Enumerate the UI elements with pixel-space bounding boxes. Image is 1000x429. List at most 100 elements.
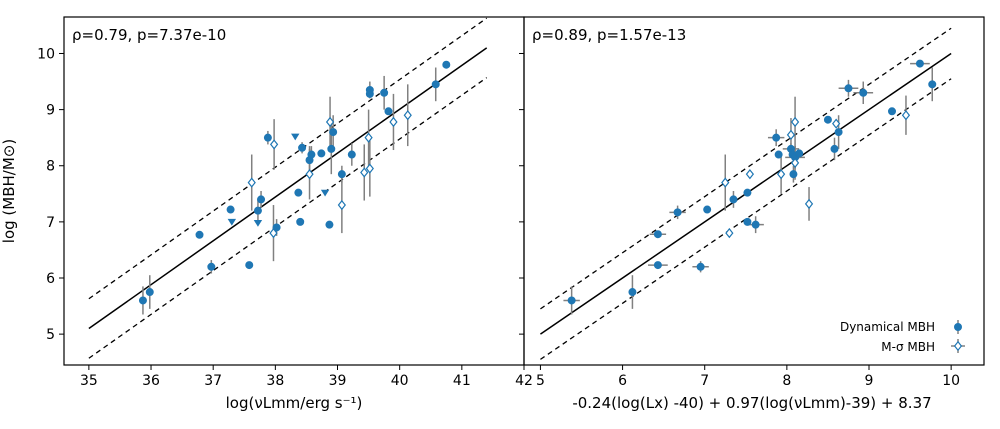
left-data-point (207, 262, 216, 271)
left-data-point (253, 206, 262, 215)
right-data-point (774, 150, 783, 159)
legend: Dynamical MBH M-σ MBH (840, 320, 965, 354)
left-data-point (327, 144, 336, 153)
right-data-point (673, 208, 682, 217)
left-panel: 35 36 37 38 39 40 41 42 5 6 7 8 9 10 ρ=0.79, p=7.37e… (0, 16, 533, 412)
left-fit-lines (88, 17, 488, 359)
right-data-point (696, 262, 705, 271)
right-data-point (745, 169, 755, 180)
right-y-ticks (519, 52, 524, 335)
left-data-point (389, 116, 398, 128)
left-data-point (325, 220, 334, 229)
left-y-tick-label: 10 (37, 46, 55, 62)
right-data-point (888, 107, 897, 116)
right-data-point (915, 59, 924, 68)
right-data-point (823, 115, 832, 124)
left-y-ticks: 5 6 7 8 9 10 (37, 46, 64, 343)
right-data-point (776, 169, 786, 180)
left-data-point (307, 150, 316, 159)
right-data-point (628, 288, 637, 297)
right-data-point (795, 149, 804, 158)
left-data-point (384, 107, 393, 116)
right-data-point (832, 118, 841, 129)
legend-entry-msigma-label: M-σ MBH (881, 340, 935, 354)
right-data-point (703, 205, 712, 214)
left-data-point (360, 167, 369, 178)
left-y-axis-label: log (MBH/M⊙) (0, 139, 18, 243)
left-data-point (245, 261, 254, 270)
right-x-tick-label: 8 (782, 373, 791, 389)
left-data-point (263, 133, 272, 142)
right-data-point (721, 177, 730, 188)
left-data-point (380, 88, 389, 97)
right-data-point (790, 116, 800, 128)
right-data-point (725, 227, 734, 239)
right-data-point (789, 170, 798, 179)
left-data-point (269, 227, 278, 239)
left-x-tick-label: 39 (329, 373, 347, 389)
right-panel: 5 6 7 8 9 10 ρ=0.89, p=1.57e-13 -0.24(log(Lx)… (519, 16, 985, 412)
left-scatter-band-upper (88, 17, 488, 300)
left-data-point (403, 110, 412, 121)
left-y-tick-label: 5 (46, 327, 55, 343)
left-data-point (247, 177, 256, 188)
right-data-point (729, 195, 738, 204)
right-data-point (751, 220, 760, 229)
right-data-point (844, 84, 853, 93)
right-data-point (901, 110, 911, 121)
left-data-point (364, 132, 373, 143)
left-y-tick-label: 8 (46, 159, 55, 175)
right-scatter-band-lower (540, 78, 952, 360)
right-data-point (859, 88, 868, 97)
left-data-point (347, 150, 356, 159)
legend-marker (953, 340, 963, 352)
left-data-point (298, 143, 307, 152)
legend-entry-dynamical-marker (954, 320, 963, 334)
left-data-point (337, 199, 346, 211)
left-y-tick-label: 9 (46, 103, 55, 119)
right-x-axis-label: -0.24(log(Lx) -40) + 0.97(log(νLmm)-39) … (572, 394, 931, 412)
left-x-tick-label: 37 (204, 373, 222, 389)
right-data-point (653, 261, 662, 270)
left-data-point (291, 133, 300, 141)
right-data-points (563, 59, 937, 315)
right-data-point (653, 230, 662, 239)
left-data-point (329, 128, 338, 137)
left-data-point (431, 80, 440, 89)
left-data-point (365, 163, 374, 174)
legend-entry-msigma-marker (951, 339, 965, 353)
left-data-point (442, 60, 451, 69)
left-y-tick-label: 6 (46, 271, 55, 287)
left-data-point (269, 139, 279, 150)
left-data-point (272, 223, 281, 232)
left-x-tick-label: 41 (453, 373, 471, 389)
right-annotation: ρ=0.89, p=1.57e-13 (532, 26, 686, 44)
left-plot-frame (63, 16, 525, 366)
right-data-point (772, 133, 781, 142)
right-plot-frame (523, 16, 985, 366)
left-data-point (226, 205, 235, 214)
left-data-point (145, 288, 154, 297)
right-data-point (790, 157, 800, 169)
left-data-point (294, 188, 303, 197)
left-data-point (227, 218, 237, 226)
left-data-point (195, 230, 204, 239)
right-x-tick-label: 10 (942, 373, 960, 389)
left-x-axis-label: log(νLmm/erg s⁻¹) (226, 394, 363, 412)
legend-entry-dynamical-label: Dynamical MBH (840, 320, 935, 334)
left-data-point (257, 195, 266, 204)
left-x-tick-label: 38 (266, 373, 284, 389)
right-data-point (834, 128, 843, 137)
right-scatter-band-upper (540, 27, 952, 310)
left-data-point (320, 189, 330, 197)
left-data-point (337, 170, 346, 179)
left-fit-line (88, 47, 488, 330)
right-data-point (743, 217, 752, 226)
left-x-tick-label: 42 (515, 373, 533, 389)
left-data-point (138, 296, 147, 305)
right-data-point (928, 80, 937, 89)
left-data-point (296, 217, 305, 226)
right-x-tick-label: 9 (865, 373, 874, 389)
right-data-point (804, 198, 814, 210)
left-x-tick-label: 35 (80, 373, 98, 389)
